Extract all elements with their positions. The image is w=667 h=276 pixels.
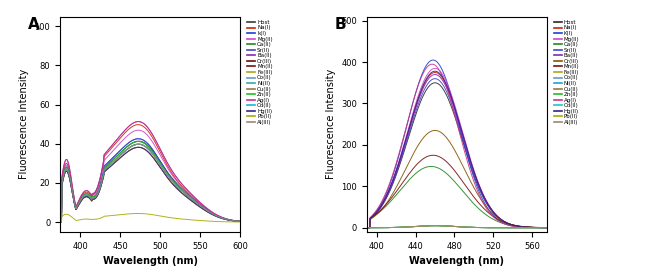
Legend: Host, Na(I), K(I), Mg(II), Ca(II), Sr(II), Ba(II), Cr(III), Mn(II), Fe(III), Co(: Host, Na(I), K(I), Mg(II), Ca(II), Sr(II… (554, 19, 580, 126)
X-axis label: Wavelength (nm): Wavelength (nm) (103, 256, 197, 266)
Y-axis label: Fluorescence Intensity: Fluorescence Intensity (19, 69, 29, 179)
Text: A: A (27, 17, 39, 31)
Y-axis label: Fluorescence Intensity: Fluorescence Intensity (325, 69, 336, 179)
X-axis label: Wavelength (nm): Wavelength (nm) (410, 256, 504, 266)
Legend: Host, Na(I), k(I), Mg(II), Ca(II), Sr(II), Ba(II), Cr(III), Mn(II), Fe(III), Co(: Host, Na(I), k(I), Mg(II), Ca(II), Sr(II… (247, 19, 273, 126)
Text: B: B (334, 17, 346, 31)
